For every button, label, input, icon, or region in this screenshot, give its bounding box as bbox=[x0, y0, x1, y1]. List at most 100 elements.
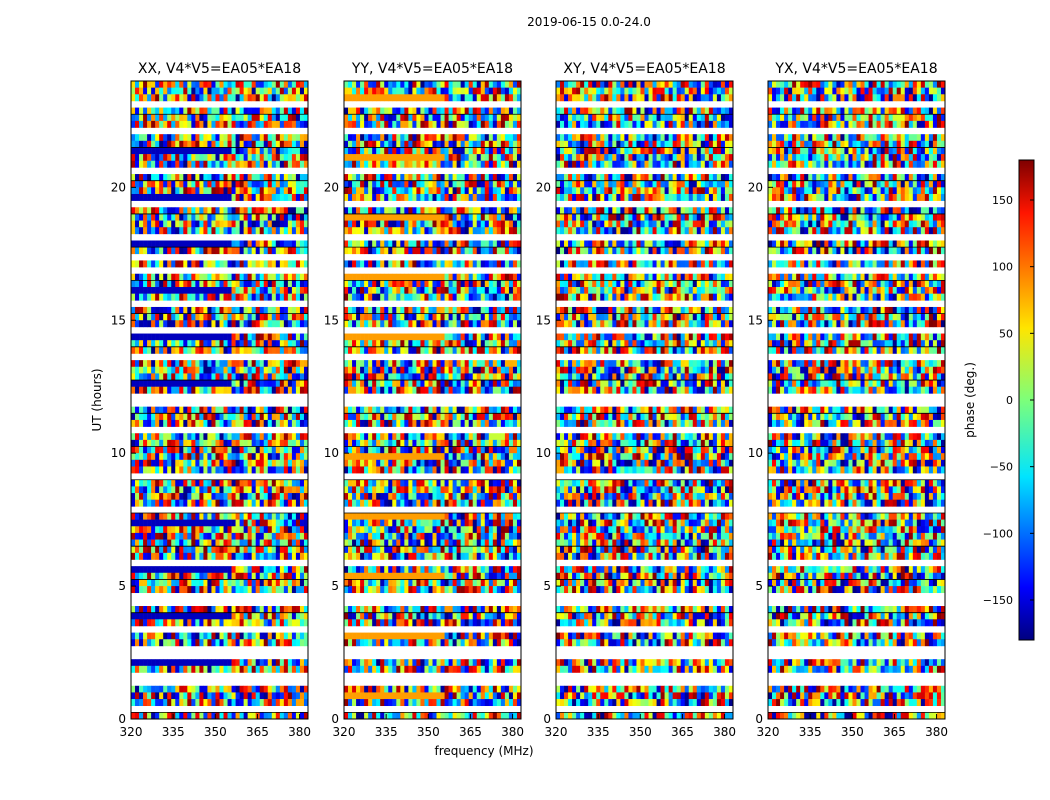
phase-cell bbox=[436, 380, 441, 388]
phase-cell bbox=[468, 174, 474, 181]
phase-cell bbox=[135, 479, 140, 487]
phase-cell bbox=[476, 107, 482, 115]
phase-cell bbox=[287, 306, 293, 314]
phase-cell bbox=[187, 134, 192, 142]
phase-cell bbox=[231, 406, 236, 414]
phase-cell bbox=[139, 260, 144, 268]
phase-cell bbox=[424, 386, 429, 394]
phase-cell bbox=[456, 293, 461, 301]
phase-cell bbox=[404, 340, 409, 348]
phase-cell bbox=[135, 154, 140, 162]
phase-cell bbox=[356, 187, 361, 195]
phase-cell bbox=[159, 213, 164, 221]
phase-cell bbox=[139, 287, 144, 294]
phase-cell bbox=[215, 439, 220, 447]
phase-cell bbox=[191, 459, 196, 467]
phase-cell bbox=[231, 180, 236, 188]
phase-cell bbox=[388, 280, 393, 288]
phase-cell bbox=[283, 552, 289, 560]
phase-cell bbox=[143, 433, 148, 441]
phase-cell bbox=[155, 639, 160, 647]
phase-cell bbox=[468, 114, 474, 122]
phase-cell bbox=[348, 360, 353, 368]
phase-cell bbox=[416, 306, 421, 314]
phase-cell bbox=[211, 240, 216, 248]
phase-cell bbox=[283, 220, 289, 228]
phase-cell bbox=[227, 160, 232, 168]
phase-cell bbox=[143, 612, 148, 620]
phase-cell bbox=[147, 154, 152, 162]
phase-cell bbox=[299, 419, 305, 427]
phase-cell bbox=[203, 546, 208, 554]
phase-cell bbox=[432, 260, 437, 268]
phase-cell bbox=[480, 81, 486, 88]
phase-cell bbox=[167, 313, 172, 321]
phase-cell bbox=[255, 306, 261, 314]
phase-cell bbox=[155, 220, 160, 228]
phase-cell bbox=[195, 665, 200, 673]
phase-cell bbox=[243, 572, 248, 580]
phase-cell bbox=[516, 413, 522, 421]
phase-cell bbox=[388, 346, 393, 354]
phase-cell bbox=[203, 685, 208, 693]
phase-cell bbox=[420, 207, 425, 215]
phase-cell bbox=[364, 160, 369, 168]
phase-cell bbox=[223, 306, 228, 314]
phase-cell bbox=[167, 386, 172, 394]
phase-cell bbox=[279, 320, 285, 328]
phase-cell bbox=[352, 187, 357, 195]
phase-cell bbox=[175, 260, 180, 268]
phase-cell bbox=[275, 187, 281, 195]
phase-cell bbox=[271, 572, 277, 580]
phase-cell bbox=[299, 532, 305, 540]
phase-cell bbox=[492, 213, 498, 221]
phase-cell bbox=[183, 227, 188, 235]
phase-cell bbox=[143, 346, 148, 354]
phase-cell bbox=[143, 539, 148, 547]
phase-cell bbox=[388, 333, 393, 341]
phase-cell bbox=[416, 193, 421, 201]
phase-cell bbox=[344, 273, 349, 281]
phase-cell bbox=[135, 213, 140, 221]
phase-cell bbox=[295, 366, 301, 374]
phase-cell bbox=[163, 586, 168, 594]
phase-cell bbox=[211, 419, 216, 427]
phase-cell bbox=[440, 154, 445, 162]
phase-cell bbox=[295, 360, 301, 368]
phase-cell bbox=[183, 154, 188, 162]
phase-cell bbox=[203, 147, 208, 155]
phase-cell bbox=[472, 114, 478, 122]
phase-cell bbox=[275, 366, 281, 374]
phase-cell bbox=[396, 333, 401, 341]
phase-cell bbox=[147, 306, 152, 314]
phase-cell bbox=[155, 572, 160, 580]
phase-cell bbox=[239, 552, 244, 560]
phase-cell bbox=[472, 134, 478, 142]
phase-cell bbox=[203, 313, 208, 321]
phase-cell bbox=[215, 366, 220, 374]
phase-cell bbox=[239, 712, 244, 720]
phase-cell bbox=[167, 546, 172, 554]
phase-cell bbox=[187, 333, 192, 341]
phase-cell bbox=[404, 154, 409, 162]
phase-cell bbox=[424, 413, 429, 421]
phase-cell bbox=[159, 227, 164, 235]
phase-cell bbox=[211, 346, 216, 354]
phase-cell bbox=[199, 453, 204, 461]
phase-cell bbox=[384, 373, 389, 381]
phase-cell bbox=[384, 193, 389, 201]
phase-cell bbox=[412, 380, 417, 388]
phase-cell bbox=[163, 692, 168, 700]
phase-cell bbox=[167, 446, 172, 454]
phase-cell bbox=[215, 665, 220, 673]
phase-cell bbox=[147, 433, 152, 441]
phase-cell bbox=[468, 207, 474, 215]
phase-cell bbox=[255, 639, 261, 647]
phase-cell bbox=[500, 87, 506, 95]
phase-cell bbox=[488, 147, 494, 155]
phase-cell bbox=[283, 512, 289, 520]
phase-cell bbox=[227, 107, 232, 115]
phase-cell bbox=[215, 94, 220, 102]
phase-cell bbox=[163, 273, 168, 281]
phase-cell bbox=[207, 439, 212, 447]
